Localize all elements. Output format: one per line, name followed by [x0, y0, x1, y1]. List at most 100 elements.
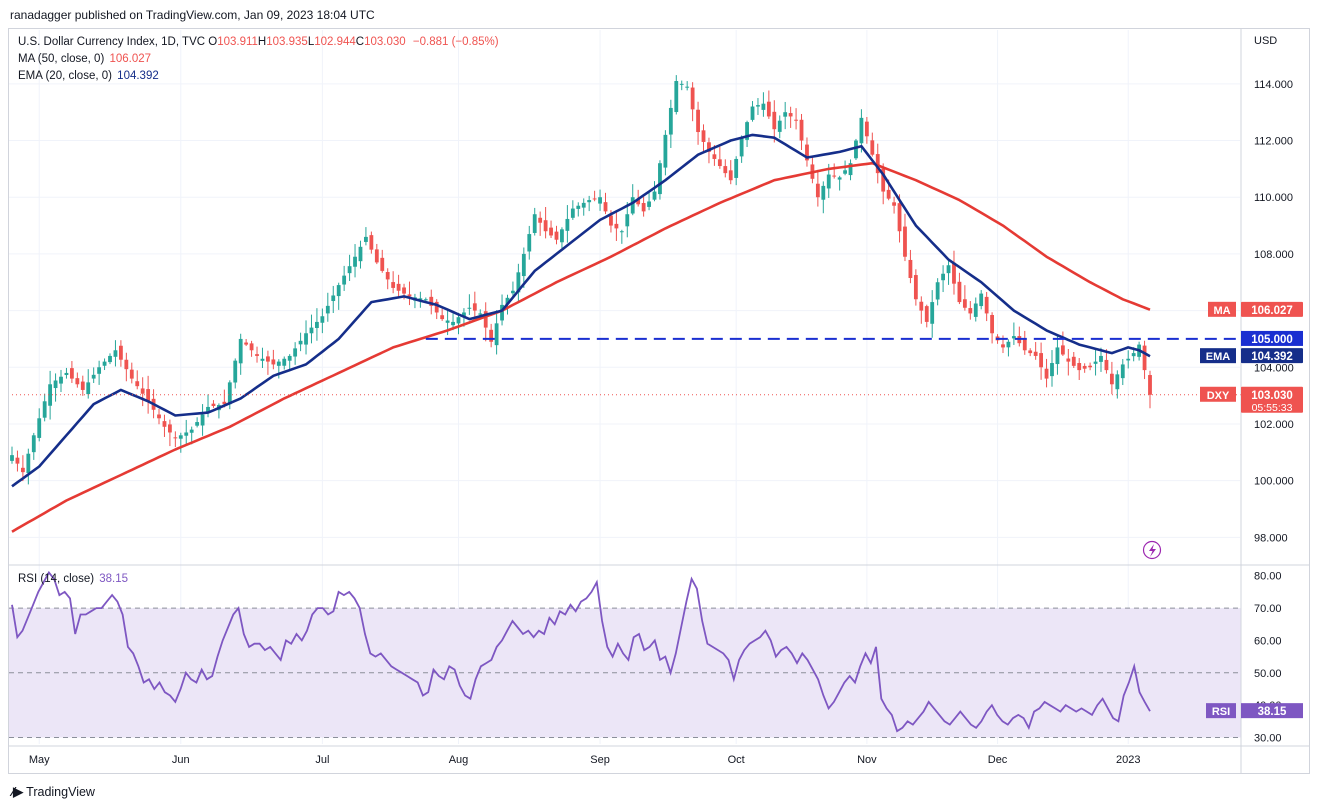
- candle-body: [728, 170, 733, 181]
- candle-body: [570, 208, 575, 218]
- ema20-line: [11, 133, 1151, 488]
- candle-body: [1099, 355, 1103, 362]
- candle-body: [26, 453, 31, 474]
- candle-body: [53, 380, 58, 389]
- candle-body: [821, 185, 826, 200]
- ohlc-values: O103.911H103.935L102.944C103.030: [208, 36, 405, 48]
- symbol-title: U.S. Dollar Currency Index, 1D, TVC: [18, 36, 206, 48]
- candle-body: [64, 372, 69, 376]
- brand-label: TradingView: [26, 785, 95, 799]
- candle-body: [380, 257, 385, 271]
- candle-body: [255, 354, 259, 356]
- candle-body: [952, 262, 956, 284]
- candle-body: [941, 273, 945, 281]
- rsi-tick-label: 60.00: [1254, 635, 1282, 647]
- candle-body: [761, 103, 766, 110]
- badge-ema-axis-value: 104.392: [1251, 351, 1293, 363]
- ma-legend-label: MA (50, close, 0): [18, 53, 105, 65]
- candle-body: [521, 253, 526, 277]
- candle-body: [750, 106, 755, 120]
- ohlc-value-l: 102.944: [314, 36, 356, 48]
- candle-body: [358, 246, 363, 262]
- candle-body: [325, 305, 330, 314]
- candle-body: [200, 414, 205, 426]
- price-badges-layer: 105.000 106.027 MA 104.392 EMA 103.03005:55:3…: [1200, 301, 1303, 719]
- tag-ema: [1200, 348, 1236, 364]
- candle-body: [129, 369, 134, 379]
- candle-body: [532, 214, 537, 233]
- candle-body: [815, 183, 820, 198]
- ohlc-key-o: O: [208, 36, 218, 48]
- rsi-axis-badge: [1241, 703, 1303, 719]
- candle-body: [1055, 347, 1060, 365]
- candle-body: [434, 301, 439, 313]
- candle-body: [178, 435, 183, 439]
- candle-body: [266, 356, 270, 362]
- candle-body: [113, 350, 118, 357]
- candle-body: [42, 401, 47, 418]
- candle-body: [848, 163, 853, 176]
- candle-body: [674, 81, 679, 113]
- candle-body: [331, 295, 336, 302]
- candle-body: [668, 107, 673, 135]
- candle-body: [102, 361, 107, 366]
- candle-body: [973, 303, 978, 317]
- candle-body: [249, 343, 254, 351]
- candle-body: [304, 333, 308, 345]
- candle-body: [336, 285, 341, 297]
- candle-body: [652, 191, 657, 200]
- candle-body: [619, 231, 624, 233]
- candle-body: [233, 360, 238, 383]
- candle-body: [837, 177, 842, 180]
- price-tick-label: 98.000: [1254, 532, 1288, 544]
- candle-body: [859, 117, 864, 144]
- candles-layer: [10, 75, 1152, 485]
- tv-logo-icon: ⁄▶: [12, 784, 23, 799]
- candle-body: [451, 321, 455, 326]
- time-tick-label: Aug: [449, 754, 469, 766]
- tag-ma-label: MA: [1213, 305, 1230, 317]
- candle-body: [173, 437, 178, 439]
- candle-body: [1033, 351, 1038, 356]
- candle-body: [456, 317, 461, 324]
- candle-body: [930, 302, 935, 324]
- time-tick-label: Nov: [857, 754, 877, 766]
- rsi-legend[interactable]: RSI (14, close) 38.15: [18, 573, 128, 585]
- candle-body: [189, 429, 194, 433]
- candle-body: [549, 227, 553, 236]
- candle-body: [1131, 353, 1136, 357]
- time-tick-label: May: [29, 754, 50, 766]
- candle-body: [282, 358, 287, 366]
- candle-body: [913, 275, 918, 300]
- rsi-tick-label: 50.00: [1254, 668, 1282, 680]
- candle-body: [919, 301, 924, 311]
- candle-body: [511, 290, 515, 294]
- tag-rsi-label: RSI: [1212, 706, 1230, 718]
- rsi-tick-label: 30.00: [1254, 733, 1282, 745]
- lightning-icon[interactable]: [1142, 540, 1162, 560]
- candle-body: [364, 236, 368, 242]
- chart-frame: [8, 28, 1310, 774]
- candle-body: [31, 435, 36, 453]
- candle-body: [614, 223, 619, 229]
- ema-legend[interactable]: EMA (20, close, 0) 104.392: [18, 70, 159, 82]
- candle-body: [592, 198, 597, 200]
- change-value: −0.881 (−0.85%): [412, 36, 499, 48]
- candle-body: [1050, 363, 1054, 377]
- candle-body: [1126, 358, 1131, 361]
- rsi-legend-label: RSI (14, close): [18, 573, 95, 585]
- candle-body: [908, 259, 913, 278]
- candle-body: [903, 226, 907, 257]
- candle-body: [658, 163, 662, 195]
- ohlc-key-h: H: [257, 36, 267, 48]
- candle-body: [663, 134, 668, 168]
- candle-body: [979, 293, 984, 307]
- ma-legend[interactable]: MA (50, close, 0) 106.027: [18, 53, 151, 65]
- candle-body: [135, 381, 140, 387]
- tradingview-logo[interactable]: ⁄▶ TradingView: [12, 784, 95, 800]
- candle-body: [276, 361, 281, 366]
- candle-body: [854, 140, 858, 159]
- candle-body: [690, 87, 695, 110]
- candle-body: [794, 119, 798, 121]
